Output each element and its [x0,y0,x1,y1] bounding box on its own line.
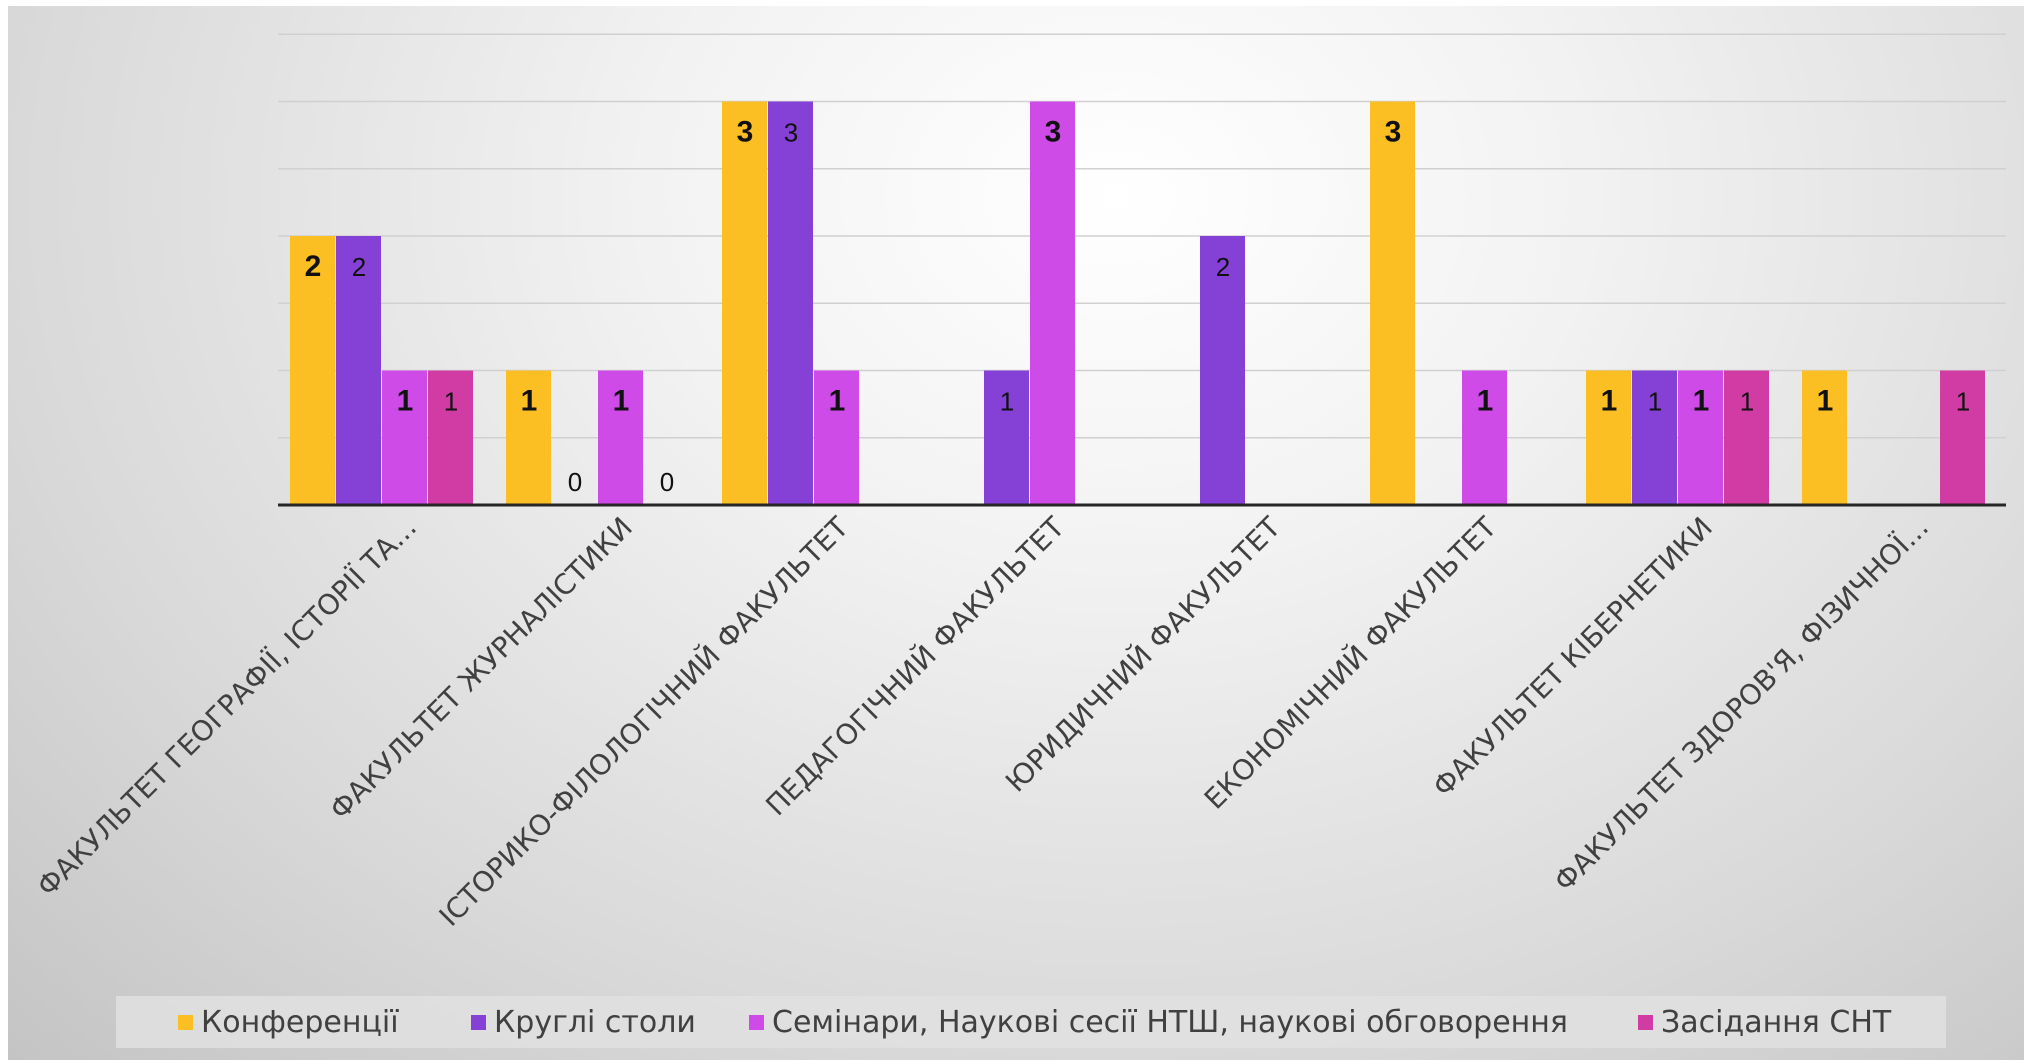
data-label: 1 [613,385,630,418]
data-label: 2 [352,252,366,282]
data-label: 2 [305,250,322,283]
bar [1462,370,1507,505]
legend-label: Засідання СНТ [1661,1004,1892,1040]
data-label: 1 [1693,385,1710,418]
bar [506,370,551,505]
bar [768,101,813,505]
legend-swatch [749,1014,764,1030]
bar [722,101,767,505]
data-label: 1 [444,387,458,417]
bar [1632,370,1677,505]
bar [382,370,427,505]
x-tick-label: ФАКУЛЬТЕТ ГЕОГРАФІЇ, ІСТОРІЇ ТА... [31,511,423,903]
bar [1370,101,1415,505]
legend-label: Круглі столи [494,1004,696,1040]
data-label: 1 [1817,385,1834,418]
data-label: 2 [1216,252,1230,282]
x-tick-label: ІСТОРИКО-ФІЛОЛОГІЧНИЙ ФАКУЛЬТЕТ [432,509,856,933]
legend-label: Семінари, Наукові сесії НТШ, наукові обг… [772,1004,1568,1040]
legend-label: Конференції [201,1004,399,1040]
x-tick-label: ФАКУЛЬТЕТ ЗДОРОВ'Я, ФІЗИЧНОЇ... [1548,511,1935,898]
data-label: 1 [1601,385,1618,418]
bar [984,370,1029,505]
data-label: 3 [1045,116,1062,149]
data-label: 1 [1477,385,1494,418]
data-label: 0 [660,467,674,497]
data-label: 1 [829,385,846,418]
legend-item-seminars: Семінари, Наукові сесії НТШ, наукові обг… [749,996,1568,1048]
legend: Конференції Круглі столи Семінари, Науко… [116,996,1946,1048]
bar [1678,370,1723,505]
data-label: 1 [1000,387,1014,417]
bar [814,370,859,505]
chart-frame: 2 2 1 1 1 0 1 0 3 3 1 1 3 2 3 1 1 1 1 1 1 1 ФАКУЛЬТЕТ ГЕОГРАФІ… [8,6,2024,1060]
bar [1200,236,1245,505]
bar [1586,370,1631,505]
data-label: 1 [397,385,414,418]
bar [1940,370,1985,505]
data-label: 1 [521,385,538,418]
legend-swatch [1638,1014,1653,1030]
bar [428,370,473,505]
data-label: 3 [784,118,798,148]
bar [598,370,643,505]
legend-item-round-tables: Круглі столи [471,996,696,1048]
bar [1030,101,1075,505]
bar [290,236,335,505]
data-label: 3 [1385,116,1402,149]
legend-swatch [471,1014,486,1030]
bar [336,236,381,505]
data-label: 3 [737,116,754,149]
legend-swatch [178,1014,193,1030]
legend-item-conferences: Конференції [178,996,399,1048]
bar [1802,370,1847,505]
data-label: 1 [1740,387,1754,417]
data-label: 1 [1956,387,1970,417]
data-label: 1 [1648,387,1662,417]
bar [1724,370,1769,505]
legend-item-snt-meetings: Засідання СНТ [1638,996,1891,1048]
data-label: 0 [568,467,582,497]
